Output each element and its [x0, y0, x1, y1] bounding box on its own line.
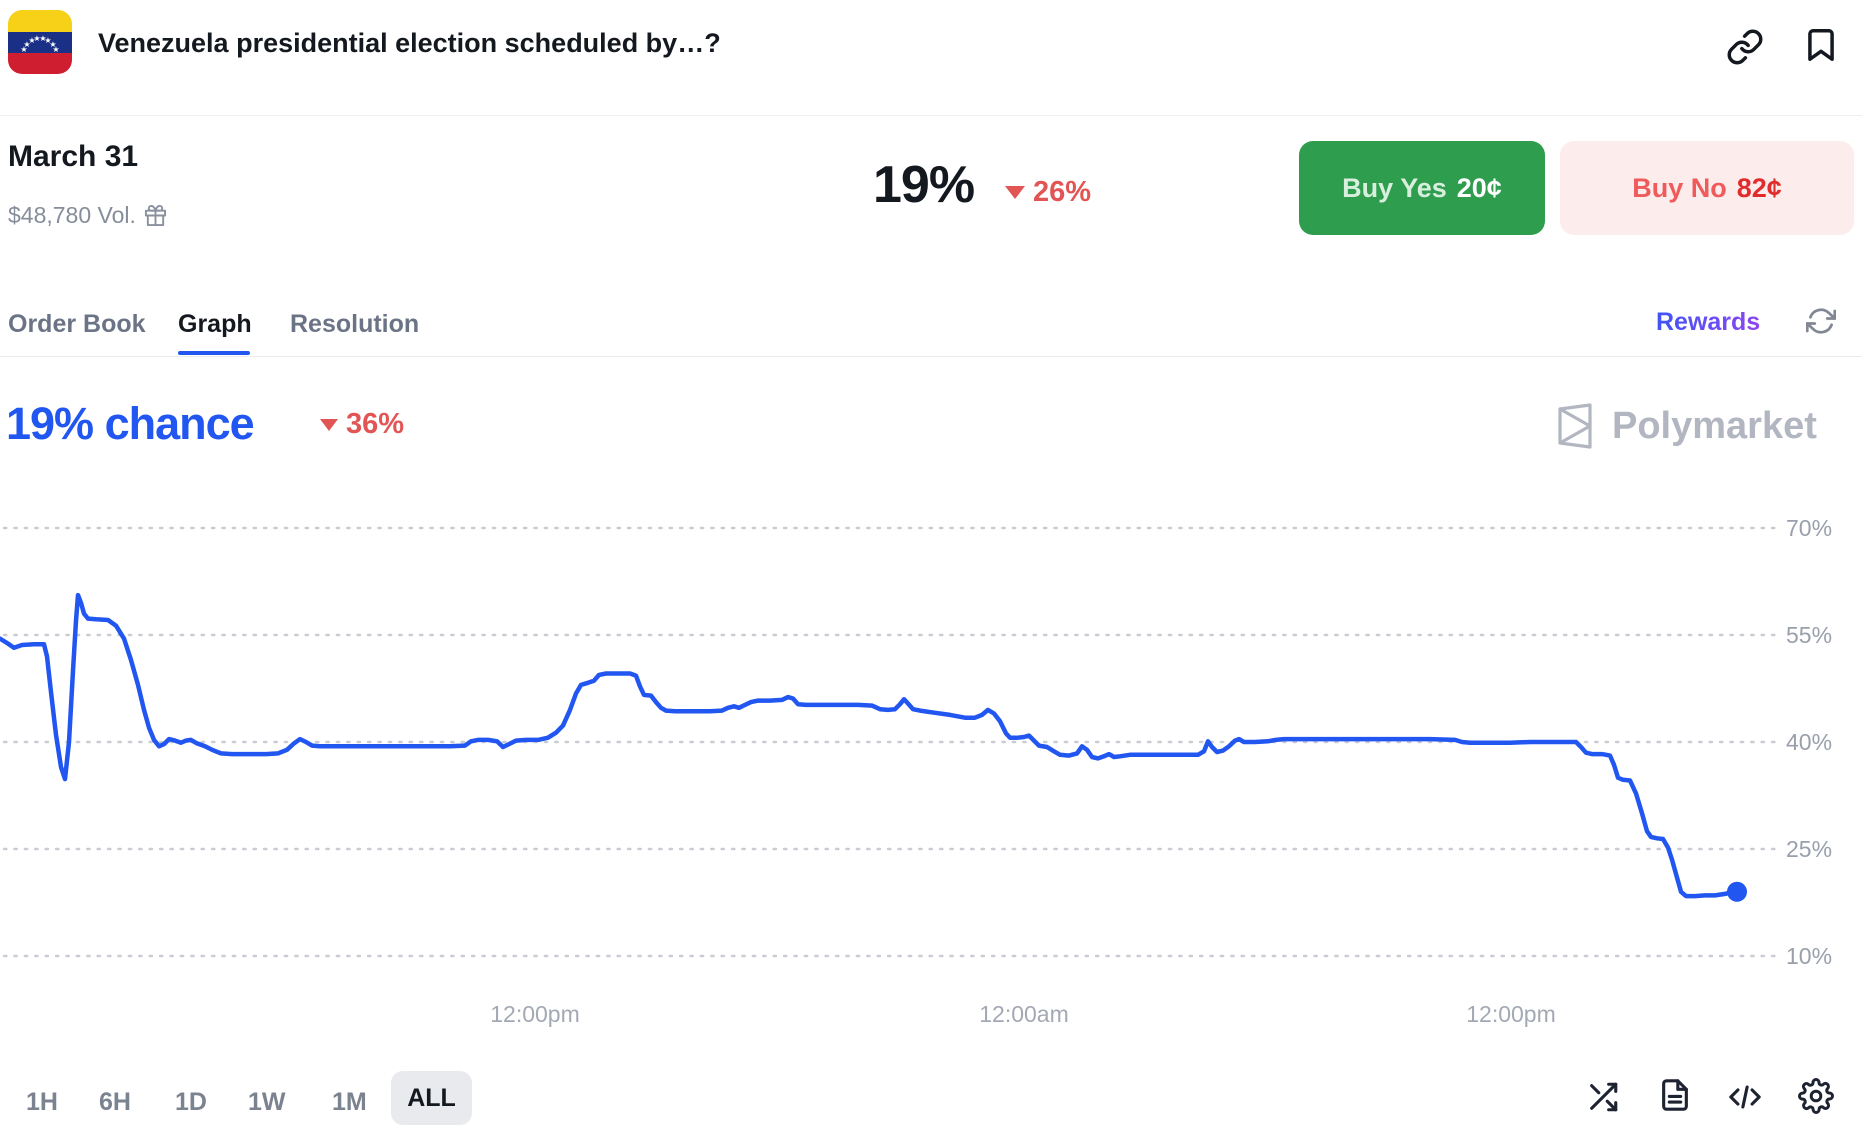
- price-chart[interactable]: [0, 500, 1862, 1060]
- buy-yes-button[interactable]: Buy Yes 20¢: [1299, 141, 1545, 235]
- volume-text: $48,780 Vol.: [8, 202, 136, 228]
- chance-headline: 19% chance: [6, 398, 255, 449]
- svg-text:★: ★: [44, 36, 51, 45]
- price-line: [0, 592, 1740, 899]
- y-axis-label-40: 40%: [1786, 729, 1833, 755]
- link-icon[interactable]: [1726, 28, 1764, 71]
- tab-resolution[interactable]: Resolution: [290, 310, 420, 338]
- timeframe-all-active[interactable]: ALL: [391, 1071, 472, 1125]
- price-change-value: 26%: [1033, 176, 1092, 208]
- y-axis-label-25: 25%: [1786, 836, 1833, 862]
- buy-no-price: 82¢: [1736, 172, 1782, 203]
- arrow-down-icon: [320, 418, 338, 431]
- active-tab-underline: [178, 351, 250, 355]
- svg-text:★: ★: [39, 34, 46, 43]
- chance-change: 36%: [320, 408, 404, 441]
- buy-no-button[interactable]: Buy No 82¢: [1560, 141, 1854, 235]
- buy-yes-label: Buy Yes: [1342, 172, 1447, 203]
- document-icon[interactable]: [1658, 1078, 1692, 1117]
- market-avatar-venezuela-flag: ★ ★ ★ ★ ★ ★ ★ ★: [8, 10, 72, 74]
- svg-text:★: ★: [49, 40, 56, 49]
- svg-text:★: ★: [20, 45, 27, 54]
- svg-text:★: ★: [23, 40, 30, 49]
- y-axis-label-55: 55%: [1786, 622, 1833, 648]
- timeframe-6h[interactable]: 6H: [99, 1088, 131, 1116]
- x-axis-label-1: 12:00pm: [490, 1001, 580, 1027]
- x-axis-label-3: 12:00pm: [1466, 1001, 1556, 1027]
- buy-yes-price: 20¢: [1456, 172, 1502, 203]
- arrow-down-icon: [1005, 186, 1025, 199]
- price-change: 26%: [1005, 176, 1091, 209]
- y-axis-label-10: 10%: [1786, 943, 1833, 969]
- tab-graph[interactable]: Graph: [178, 310, 252, 338]
- polymarket-watermark: Polymarket: [1552, 402, 1817, 450]
- watermark-text: Polymarket: [1612, 404, 1817, 447]
- svg-text:★: ★: [52, 45, 59, 54]
- settings-icon[interactable]: [1798, 1078, 1834, 1119]
- x-axis-label-2: 12:00am: [979, 1001, 1069, 1027]
- timeframe-1w[interactable]: 1W: [248, 1088, 286, 1116]
- market-date: March 31: [8, 140, 139, 173]
- tab-order-book[interactable]: Order Book: [8, 310, 146, 338]
- latest-price-dot: [1727, 881, 1747, 902]
- y-axis-label-70: 70%: [1786, 515, 1833, 541]
- market-volume: $48,780 Vol.: [8, 202, 167, 229]
- timeframe-1d[interactable]: 1D: [175, 1088, 207, 1116]
- market-price: 19%: [873, 156, 975, 214]
- bookmark-icon[interactable]: [1802, 26, 1840, 69]
- header-divider: [0, 115, 1862, 116]
- code-icon[interactable]: [1727, 1080, 1763, 1119]
- rewards-link[interactable]: Rewards: [1656, 308, 1761, 336]
- polymarket-logo-icon: [1558, 403, 1592, 449]
- market-title: Venezuela presidential election schedule…: [98, 28, 721, 58]
- buy-no-label: Buy No: [1632, 172, 1727, 203]
- venezuela-flag-icon: ★★★ ★★★ ★★: [8, 10, 72, 74]
- svg-text:★: ★: [33, 34, 40, 43]
- svg-text:★: ★: [28, 36, 35, 45]
- shuffle-icon[interactable]: [1586, 1080, 1620, 1119]
- timeframe-1h[interactable]: 1H: [26, 1088, 58, 1116]
- gift-icon[interactable]: [144, 204, 167, 227]
- tabs-divider: [0, 356, 1862, 357]
- timeframe-1m[interactable]: 1M: [332, 1088, 367, 1116]
- refresh-icon[interactable]: [1805, 306, 1837, 341]
- chance-change-value: 36%: [346, 408, 405, 440]
